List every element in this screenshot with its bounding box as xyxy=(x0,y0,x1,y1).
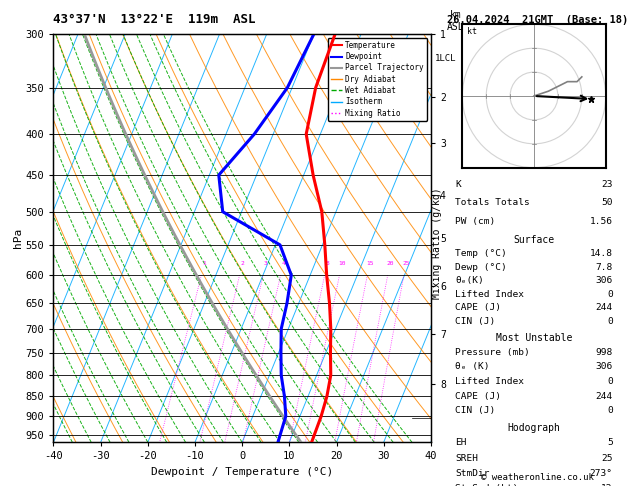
Text: 25: 25 xyxy=(403,261,410,266)
Text: Totals Totals: Totals Totals xyxy=(455,198,530,208)
Text: 306: 306 xyxy=(596,363,613,371)
Text: 244: 244 xyxy=(596,303,613,312)
Text: StmDir: StmDir xyxy=(455,469,490,478)
Text: 43°37'N  13°22'E  119m  ASL: 43°37'N 13°22'E 119m ASL xyxy=(53,13,256,26)
Text: θₑ (K): θₑ (K) xyxy=(455,363,490,371)
Text: CAPE (J): CAPE (J) xyxy=(455,392,501,400)
Text: 2: 2 xyxy=(240,261,244,266)
Text: Pressure (mb): Pressure (mb) xyxy=(455,348,530,357)
Text: Dewp (°C): Dewp (°C) xyxy=(455,262,507,272)
Text: 244: 244 xyxy=(596,392,613,400)
Text: 20: 20 xyxy=(386,261,394,266)
Text: 273°: 273° xyxy=(590,469,613,478)
Text: © weatheronline.co.uk: © weatheronline.co.uk xyxy=(481,473,594,482)
Text: 0: 0 xyxy=(607,406,613,415)
Text: 5: 5 xyxy=(607,438,613,448)
Text: km
ASL: km ASL xyxy=(447,10,464,32)
Text: 25: 25 xyxy=(601,453,613,463)
Text: θₑ(K): θₑ(K) xyxy=(455,276,484,285)
Text: Surface: Surface xyxy=(513,235,555,245)
Text: CIN (J): CIN (J) xyxy=(455,406,496,415)
Text: 26.04.2024  21GMT  (Base: 18): 26.04.2024 21GMT (Base: 18) xyxy=(447,15,628,25)
Text: 8: 8 xyxy=(325,261,329,266)
Text: 1.56: 1.56 xyxy=(590,217,613,226)
Text: 0: 0 xyxy=(607,290,613,299)
Text: Lifted Index: Lifted Index xyxy=(455,377,525,386)
Text: Hodograph: Hodograph xyxy=(508,423,560,433)
Text: Lifted Index: Lifted Index xyxy=(455,290,525,299)
Text: 23: 23 xyxy=(601,180,613,189)
Text: 1LCL: 1LCL xyxy=(435,53,456,63)
Text: 998: 998 xyxy=(596,348,613,357)
Text: 50: 50 xyxy=(601,198,613,208)
Text: CAPE (J): CAPE (J) xyxy=(455,303,501,312)
Text: 1: 1 xyxy=(203,261,206,266)
Text: Most Unstable: Most Unstable xyxy=(496,333,572,343)
Legend: Temperature, Dewpoint, Parcel Trajectory, Dry Adiabat, Wet Adiabat, Isotherm, Mi: Temperature, Dewpoint, Parcel Trajectory… xyxy=(328,38,427,121)
X-axis label: Dewpoint / Temperature (°C): Dewpoint / Temperature (°C) xyxy=(151,467,333,477)
Text: StmSpd (kt): StmSpd (kt) xyxy=(455,484,518,486)
Text: 0: 0 xyxy=(607,377,613,386)
Text: 15: 15 xyxy=(366,261,374,266)
Text: 12: 12 xyxy=(601,484,613,486)
Text: 306: 306 xyxy=(596,276,613,285)
Text: kt: kt xyxy=(467,27,477,36)
Text: 14.8: 14.8 xyxy=(590,249,613,258)
Text: 10: 10 xyxy=(338,261,346,266)
Text: CIN (J): CIN (J) xyxy=(455,317,496,326)
Text: 0: 0 xyxy=(607,317,613,326)
Text: SREH: SREH xyxy=(455,453,478,463)
Text: K: K xyxy=(455,180,461,189)
Text: Temp (°C): Temp (°C) xyxy=(455,249,507,258)
Text: 7.8: 7.8 xyxy=(596,262,613,272)
Y-axis label: hPa: hPa xyxy=(13,228,23,248)
Text: 4: 4 xyxy=(281,261,285,266)
Text: PW (cm): PW (cm) xyxy=(455,217,496,226)
Text: Mixing Ratio (g/kg): Mixing Ratio (g/kg) xyxy=(432,187,442,299)
Text: 3: 3 xyxy=(264,261,268,266)
Text: EH: EH xyxy=(455,438,467,448)
